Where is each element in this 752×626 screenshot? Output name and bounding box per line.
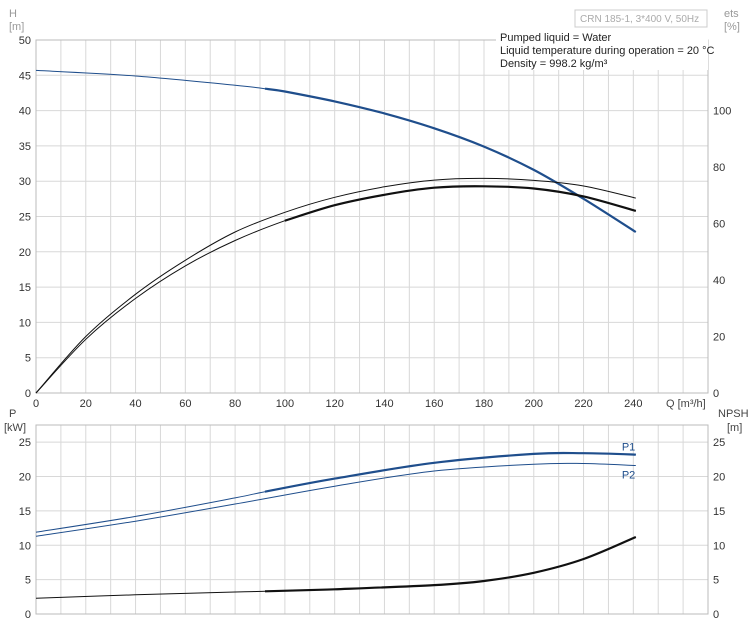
right-axis-label: ets bbox=[724, 8, 739, 20]
series-head-line bbox=[35, 69, 637, 233]
right-axis-unit: [m] bbox=[727, 422, 742, 434]
x-tick-label: 200 bbox=[525, 398, 543, 410]
left-tick-label: 15 bbox=[19, 282, 31, 294]
left-tick-label: 20 bbox=[19, 247, 31, 259]
operating-notes: Pumped liquid = Water Liquid temperature… bbox=[496, 30, 715, 70]
right-tick-label: 40 bbox=[713, 275, 725, 287]
left-tick-label: 10 bbox=[19, 540, 31, 552]
left-tick-label: 0 bbox=[25, 388, 31, 400]
right-tick-label: 80 bbox=[713, 162, 725, 174]
right-tick-label: 15 bbox=[713, 506, 725, 518]
right-tick-label: 20 bbox=[713, 332, 725, 344]
x-tick-label: 120 bbox=[325, 398, 343, 410]
left-tick-label: 30 bbox=[19, 176, 31, 188]
x-axis-label: Q [m³/h] bbox=[666, 398, 706, 410]
right-tick-label: 20 bbox=[713, 472, 725, 484]
left-tick-label: 25 bbox=[19, 437, 31, 449]
right-tick-label: 0 bbox=[713, 609, 719, 621]
series-label-p2: P2 bbox=[622, 470, 635, 482]
series-efficiency-1-line bbox=[35, 185, 636, 394]
plot-frame bbox=[35, 424, 709, 615]
plot-frame bbox=[35, 39, 709, 394]
left-tick-label: 45 bbox=[19, 70, 31, 82]
right-tick-label: 25 bbox=[713, 437, 725, 449]
right-tick-label: 10 bbox=[713, 540, 725, 552]
power-npsh-chart: 0 5 10 15 20 25 0 5 10 15 20 25 P [kW] NPSH [m] P1 P2 bbox=[4, 408, 749, 621]
left-tick-label: 15 bbox=[19, 506, 31, 518]
x-tick-label: 100 bbox=[276, 398, 294, 410]
product-label: CRN 185-1, 3*400 V, 50Hz bbox=[580, 14, 699, 25]
x-tick-label: 60 bbox=[179, 398, 191, 410]
x-tick-label: 40 bbox=[129, 398, 141, 410]
x-tick-label: 180 bbox=[475, 398, 493, 410]
x-tick-label: 0 bbox=[33, 398, 39, 410]
note-temperature: Liquid temperature during operation = 20… bbox=[500, 45, 715, 57]
left-tick-label: 10 bbox=[19, 317, 31, 329]
right-tick-label: 0 bbox=[713, 388, 719, 400]
x-tick-label: 80 bbox=[229, 398, 241, 410]
series-head-operating-range bbox=[264, 87, 637, 233]
left-axis-label: H bbox=[9, 8, 17, 20]
x-tick-label: 240 bbox=[624, 398, 642, 410]
left-tick-label: 20 bbox=[19, 472, 31, 484]
series-p1-operating-range bbox=[264, 451, 636, 493]
left-tick-label: 40 bbox=[19, 106, 31, 118]
right-tick-label: 5 bbox=[713, 575, 719, 587]
series-p2-line bbox=[35, 462, 636, 537]
left-axis-unit: [m] bbox=[9, 21, 24, 33]
note-density: Density = 998.2 kg/m³ bbox=[500, 58, 608, 70]
left-tick-label: 35 bbox=[19, 141, 31, 153]
left-tick-label: 50 bbox=[19, 35, 31, 47]
head-efficiency-chart: 0 5 10 15 20 25 30 35 40 45 50 0 20 40 60 80 100 0 20 40 60 8… bbox=[9, 8, 740, 410]
x-tick-label: 160 bbox=[425, 398, 443, 410]
series-label-p1: P1 bbox=[622, 442, 635, 454]
x-tick-label: 140 bbox=[375, 398, 393, 410]
left-tick-label: 5 bbox=[25, 575, 31, 587]
right-axis-label: NPSH bbox=[718, 408, 749, 420]
right-tick-label: 100 bbox=[713, 106, 731, 118]
left-tick-label: 0 bbox=[25, 609, 31, 621]
series-npsh-operating-range bbox=[264, 535, 637, 593]
left-tick-label: 5 bbox=[25, 353, 31, 365]
note-liquid: Pumped liquid = Water bbox=[500, 32, 612, 44]
product-label-box: CRN 185-1, 3*400 V, 50Hz bbox=[574, 9, 708, 28]
series-efficiency-1-operating-range bbox=[284, 185, 637, 222]
right-axis-unit: [%] bbox=[724, 21, 740, 33]
x-tick-label: 220 bbox=[574, 398, 592, 410]
series-efficiency-2-line bbox=[35, 177, 636, 394]
right-tick-label: 60 bbox=[713, 219, 725, 231]
x-tick-label: 20 bbox=[80, 398, 92, 410]
left-axis-unit: [kW] bbox=[4, 422, 26, 434]
left-axis-label: P bbox=[9, 408, 16, 420]
left-tick-label: 25 bbox=[19, 212, 31, 224]
series-p1-line bbox=[35, 452, 636, 533]
